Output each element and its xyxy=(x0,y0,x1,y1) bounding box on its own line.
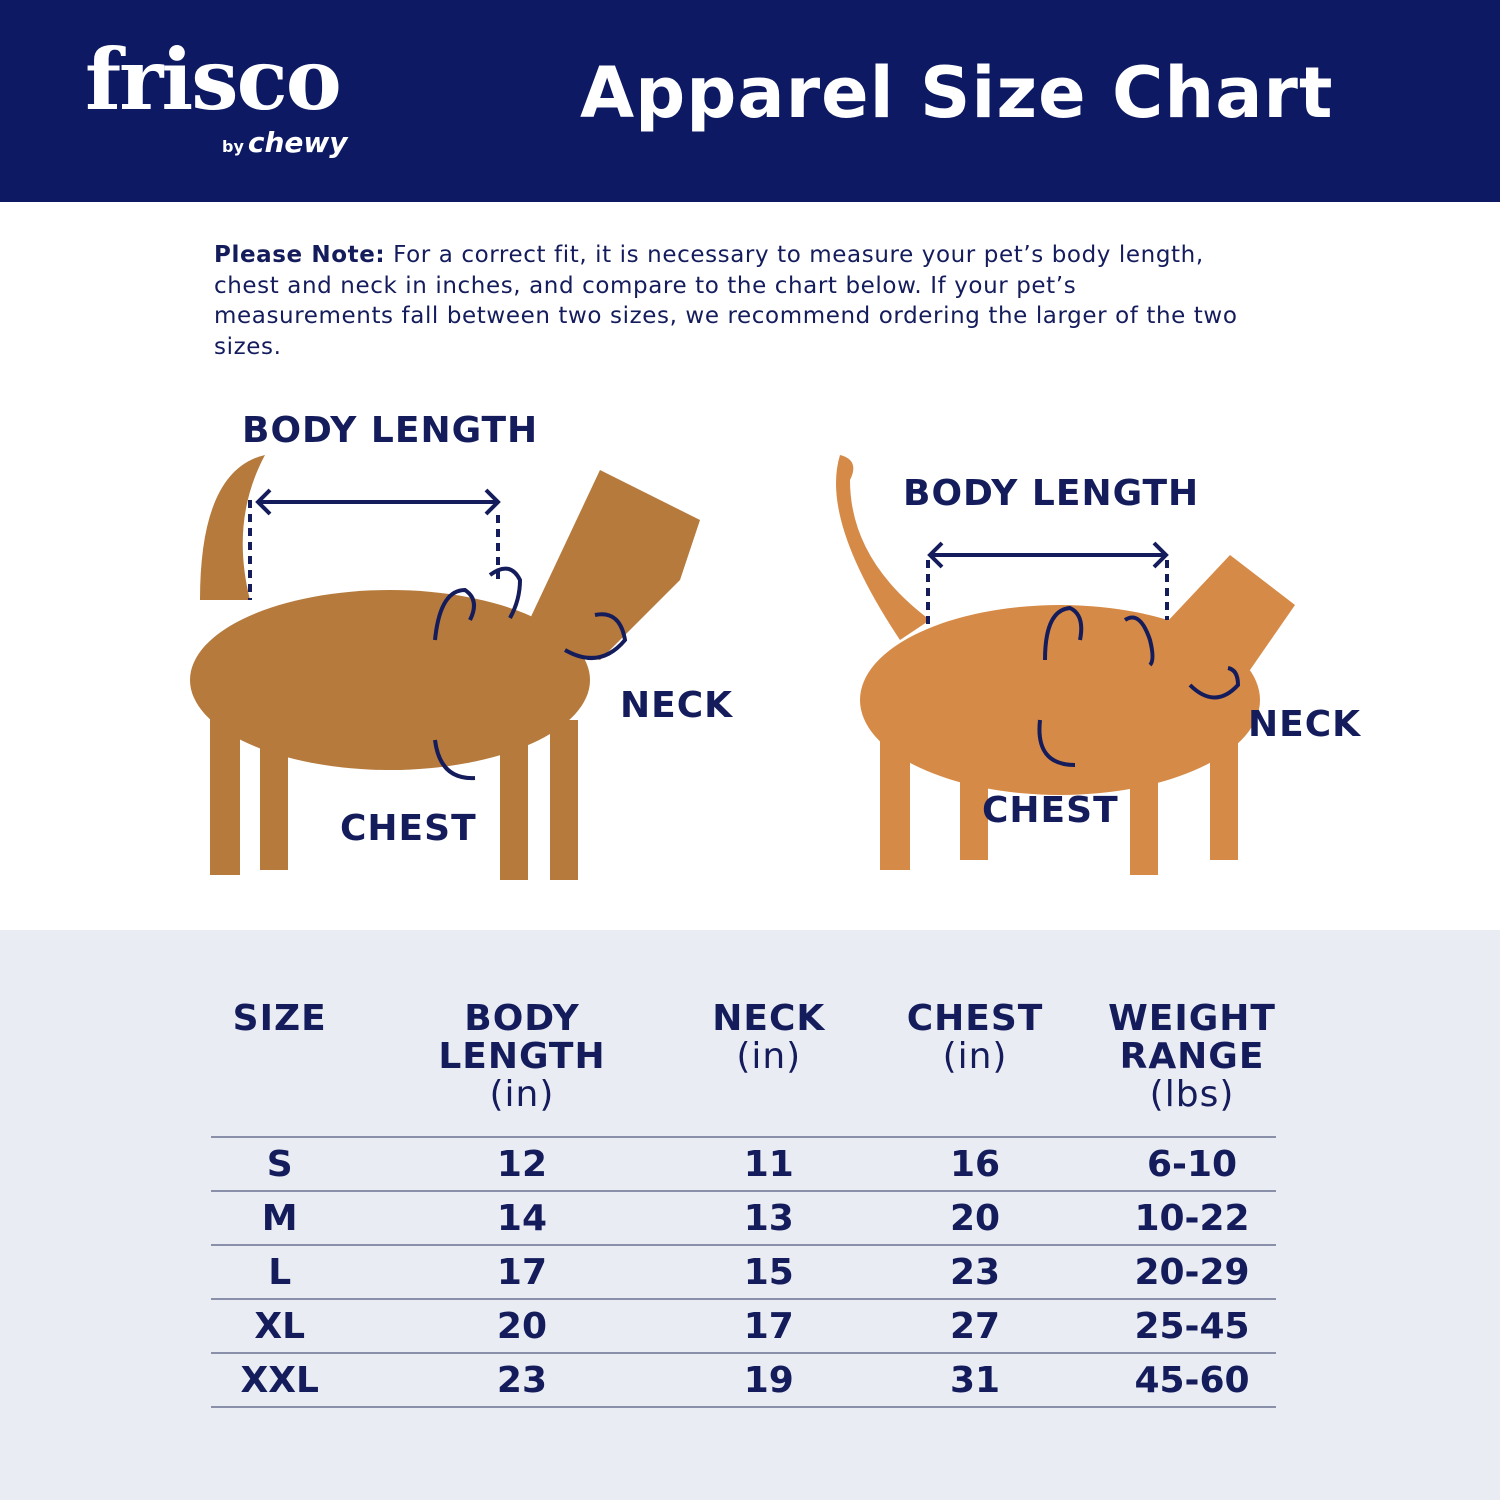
cat-chest-label: CHEST xyxy=(982,790,1119,831)
dog-chest-lower-arrow xyxy=(433,739,476,781)
measurement-illustration xyxy=(190,455,1295,880)
cell-neck: 11 xyxy=(695,1137,842,1192)
page-title: Apparel Size Chart xyxy=(580,52,1334,134)
cat-chest-lower-arrow xyxy=(1037,719,1076,767)
table-row: XXL 23 19 31 45-60 xyxy=(211,1353,1276,1408)
please-note: Please Note: For a correct fit, it is ne… xyxy=(214,240,1254,362)
dog-chest-label: CHEST xyxy=(340,808,477,849)
cell-weight-range: 6-10 xyxy=(1108,1137,1276,1192)
cat-chest-arrow xyxy=(1043,605,1084,661)
cat-body-length-label: BODY LENGTH xyxy=(903,473,1200,514)
dog-neck-label: NECK xyxy=(620,685,734,726)
chewy-byline: by chewy xyxy=(222,126,348,159)
dog-neck-arrow xyxy=(564,612,628,660)
cell-weight-range: 45-60 xyxy=(1108,1353,1276,1408)
cell-body-length: 20 xyxy=(348,1299,696,1354)
header-text: (in) xyxy=(489,1074,555,1115)
size-table: SIZE BODY LENGTH (in) NECK (in) CHEST (in) … xyxy=(211,1000,1276,1408)
by-text: by xyxy=(222,137,244,156)
header-banner: frisco by chewy Apparel Size Chart xyxy=(0,0,1500,202)
cell-size: L xyxy=(211,1245,349,1300)
cell-body-length: 17 xyxy=(348,1245,696,1300)
cell-chest: 27 xyxy=(841,1299,1109,1354)
frisco-logo: frisco xyxy=(85,30,342,129)
cell-weight-range: 20-29 xyxy=(1108,1245,1276,1300)
cell-body-length: 14 xyxy=(348,1191,696,1246)
header-text: (in) xyxy=(736,1036,802,1077)
chewy-text: chewy xyxy=(247,126,348,159)
cell-chest: 23 xyxy=(841,1245,1109,1300)
cell-neck: 15 xyxy=(695,1245,842,1300)
cell-size: XL xyxy=(211,1299,349,1354)
col-body-length: BODY LENGTH (in) xyxy=(348,998,696,1138)
table-row: L 17 15 23 20-29 xyxy=(211,1245,1276,1300)
table-row: XL 20 17 27 25-45 xyxy=(211,1299,1276,1354)
header-text: CHEST xyxy=(906,998,1044,1039)
table-row: M 14 13 20 10-22 xyxy=(211,1191,1276,1246)
header-text: BODY LENGTH xyxy=(438,998,606,1077)
dog-chest-arrow xyxy=(433,587,476,641)
cell-chest: 16 xyxy=(841,1137,1109,1192)
header-text: SIZE xyxy=(232,998,327,1039)
cat-neck-label: NECK xyxy=(1248,704,1362,745)
note-label: Please Note: xyxy=(214,242,386,268)
header-text: (lbs) xyxy=(1149,1074,1235,1115)
col-neck: NECK (in) xyxy=(695,998,842,1138)
header-text: WEIGHT RANGE xyxy=(1108,998,1276,1077)
cell-neck: 17 xyxy=(695,1299,842,1354)
cell-size: M xyxy=(211,1191,349,1246)
table-header-row: SIZE BODY LENGTH (in) NECK (in) CHEST (in) … xyxy=(211,998,1276,1138)
cell-chest: 20 xyxy=(841,1191,1109,1246)
cat-image xyxy=(836,455,1295,875)
note-text: For a correct fit, it is necessary to me… xyxy=(214,242,1238,360)
cell-size: S xyxy=(211,1137,349,1192)
cell-chest: 31 xyxy=(841,1353,1109,1408)
header-text: NECK xyxy=(712,998,826,1039)
table-row: S 12 11 16 6-10 xyxy=(211,1137,1276,1192)
col-weight-range: WEIGHT RANGE (lbs) xyxy=(1108,998,1276,1138)
cell-weight-range: 10-22 xyxy=(1108,1191,1276,1246)
cell-neck: 13 xyxy=(695,1191,842,1246)
cell-body-length: 12 xyxy=(348,1137,696,1192)
cell-body-length: 23 xyxy=(348,1353,696,1408)
cat-neck-arrow xyxy=(1188,666,1241,700)
cell-neck: 19 xyxy=(695,1353,842,1408)
dog-body-length-label: BODY LENGTH xyxy=(242,410,539,451)
cell-size: XXL xyxy=(211,1353,349,1408)
header-text: (in) xyxy=(942,1036,1008,1077)
dog-image xyxy=(190,455,700,880)
cell-weight-range: 25-45 xyxy=(1108,1299,1276,1354)
col-size: SIZE xyxy=(211,998,349,1138)
col-chest: CHEST (in) xyxy=(841,998,1109,1138)
